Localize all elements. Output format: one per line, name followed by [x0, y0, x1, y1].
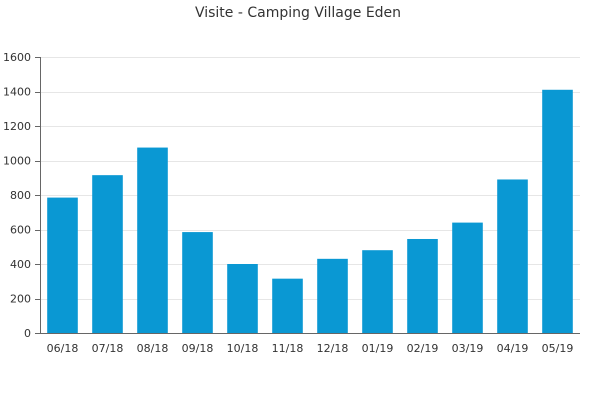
y-tick-label: 1600	[3, 51, 31, 64]
x-tick-label: 11/18	[272, 342, 304, 355]
y-tick-label: 1000	[3, 155, 31, 168]
bar-05-19[interactable]	[542, 89, 573, 334]
chart-title: Visite - Camping Village Eden	[195, 5, 401, 21]
x-tick-label: 05/19	[542, 342, 574, 355]
bar-01-19[interactable]	[362, 250, 393, 333]
x-axis-ticks: 06/18 07/18 08/18 09/18 10/18 11/18 12/18 01/19…	[47, 342, 574, 355]
y-axis-ticks: 0 200 400 600 800 1000 1200 1400 1600	[3, 51, 40, 340]
y-tick-label: 800	[10, 189, 31, 202]
x-tick-label: 09/18	[182, 342, 214, 355]
x-tick-label: 12/18	[317, 342, 349, 355]
y-tick-label: 200	[10, 293, 31, 306]
bar-06-18[interactable]	[47, 197, 78, 333]
x-tick-label: 03/19	[452, 342, 484, 355]
x-tick-label: 01/19	[362, 342, 394, 355]
y-tick-label: 400	[10, 258, 31, 271]
bar-10-18[interactable]	[227, 264, 258, 333]
bar-04-19[interactable]	[497, 179, 528, 333]
axes	[40, 57, 580, 334]
bar-11-18[interactable]	[272, 278, 303, 333]
y-tick-label: 600	[10, 224, 31, 237]
y-tick-label: 1200	[3, 120, 31, 133]
bar-07-18[interactable]	[92, 175, 123, 333]
bars	[47, 89, 573, 334]
x-tick-label: 10/18	[227, 342, 259, 355]
x-tick-label: 06/18	[47, 342, 79, 355]
x-tick-label: 08/18	[137, 342, 169, 355]
bar-02-19[interactable]	[407, 238, 438, 333]
bar-09-18[interactable]	[182, 232, 213, 333]
bar-12-18[interactable]	[317, 258, 348, 333]
y-tick-label: 0	[24, 327, 31, 340]
bar-03-19[interactable]	[452, 222, 483, 333]
bar-08-18[interactable]	[137, 147, 168, 333]
x-tick-label: 04/19	[497, 342, 529, 355]
x-tick-label: 02/19	[407, 342, 439, 355]
y-tick-label: 1400	[3, 86, 31, 99]
gridlines	[40, 57, 580, 300]
x-tick-label: 07/18	[92, 342, 124, 355]
